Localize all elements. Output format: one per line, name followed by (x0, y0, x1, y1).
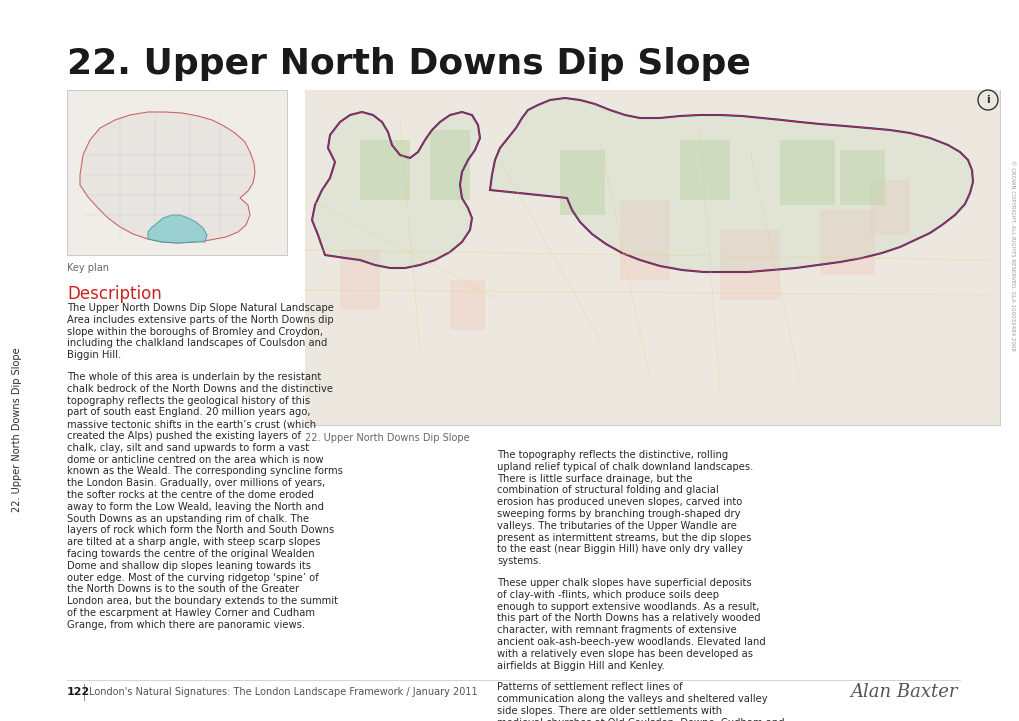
Polygon shape (148, 215, 207, 243)
Text: facing towards the centre of the original Wealden: facing towards the centre of the origina… (67, 549, 314, 559)
Text: outer edge. Most of the curving ridgetop ‘spine’ of: outer edge. Most of the curving ridgetop… (67, 572, 319, 583)
Text: South Downs as an upstanding rim of chalk. The: South Downs as an upstanding rim of chal… (67, 513, 309, 523)
Bar (780, 140, 835, 205)
Bar (305, 90, 999, 425)
Text: medieval churches at Old Coulsdon, Downe, Cudham and: medieval churches at Old Coulsdon, Downe… (496, 718, 784, 721)
Bar (620, 200, 669, 280)
Bar (819, 210, 874, 275)
Text: © CROWN COPYRIGHT. ALL RIGHTS RESERVED. GLA 100032484 2008: © CROWN COPYRIGHT. ALL RIGHTS RESERVED. … (1010, 159, 1015, 350)
Text: Description: Description (67, 285, 162, 303)
Text: to the east (near Biggin Hill) have only dry valley: to the east (near Biggin Hill) have only… (496, 544, 742, 554)
Text: of the escarpment at Hawley Corner and Cudham: of the escarpment at Hawley Corner and C… (67, 608, 315, 618)
Text: London's Natural Signatures: The London Landscape Framework / January 2011: London's Natural Signatures: The London … (89, 687, 477, 697)
Text: the North Downs is to the south of the Greater: the North Downs is to the south of the G… (67, 585, 299, 594)
Bar (360, 140, 410, 200)
Text: Area includes extensive parts of the North Downs dip: Area includes extensive parts of the Nor… (67, 315, 333, 324)
Text: are tilted at a sharp angle, with steep scarp slopes: are tilted at a sharp angle, with steep … (67, 537, 320, 547)
Text: layers of rock which form the North and South Downs: layers of rock which form the North and … (67, 526, 334, 536)
Text: known as the Weald. The corresponding syncline forms: known as the Weald. The corresponding sy… (67, 466, 342, 477)
Text: slope within the boroughs of Bromley and Croydon,: slope within the boroughs of Bromley and… (67, 327, 323, 337)
Text: the London Basin. Gradually, over millions of years,: the London Basin. Gradually, over millio… (67, 478, 325, 488)
Polygon shape (312, 112, 480, 268)
Text: the softer rocks at the centre of the dome eroded: the softer rocks at the centre of the do… (67, 490, 314, 500)
Text: chalk bedrock of the North Downs and the distinctive: chalk bedrock of the North Downs and the… (67, 384, 332, 394)
Bar (305, 90, 999, 425)
Text: chalk, clay, silt and sand upwards to form a vast: chalk, clay, silt and sand upwards to fo… (67, 443, 309, 453)
Text: of clay-with -flints, which produce soils deep: of clay-with -flints, which produce soil… (496, 590, 718, 600)
Text: airfields at Biggin Hill and Kenley.: airfields at Biggin Hill and Kenley. (496, 660, 664, 671)
Text: dome or anticline centred on the area which is now: dome or anticline centred on the area wh… (67, 455, 323, 464)
Text: present as intermittent streams, but the dip slopes: present as intermittent streams, but the… (496, 533, 751, 543)
Polygon shape (79, 112, 255, 243)
Text: London area, but the boundary extends to the summit: London area, but the boundary extends to… (67, 596, 337, 606)
Bar (680, 140, 730, 200)
Bar (719, 230, 780, 300)
Text: upland relief typical of chalk downland landscapes.: upland relief typical of chalk downland … (496, 461, 753, 472)
Polygon shape (489, 98, 972, 272)
Bar (559, 150, 604, 215)
Bar (869, 180, 909, 235)
Text: this part of the North Downs has a relatively wooded: this part of the North Downs has a relat… (496, 614, 760, 624)
Text: including the chalkland landscapes of Coulsdon and: including the chalkland landscapes of Co… (67, 338, 327, 348)
Text: i: i (985, 95, 988, 105)
Text: valleys. The tributaries of the Upper Wandle are: valleys. The tributaries of the Upper Wa… (496, 521, 736, 531)
Text: Alan Baxter: Alan Baxter (850, 683, 957, 701)
Bar (449, 280, 484, 330)
Text: sweeping forms by branching trough-shaped dry: sweeping forms by branching trough-shape… (496, 509, 740, 519)
Text: Biggin Hill.: Biggin Hill. (67, 350, 121, 360)
Text: erosion has produced uneven slopes, carved into: erosion has produced uneven slopes, carv… (496, 497, 742, 507)
Text: enough to support extensive woodlands. As a result,: enough to support extensive woodlands. A… (496, 601, 758, 611)
Text: character, with remnant fragments of extensive: character, with remnant fragments of ext… (496, 625, 736, 635)
Text: 122: 122 (67, 687, 90, 697)
Text: combination of structural folding and glacial: combination of structural folding and gl… (496, 485, 718, 495)
Text: systems.: systems. (496, 556, 541, 566)
Bar (67, 90, 286, 255)
Text: with a relatively even slope has been developed as: with a relatively even slope has been de… (496, 649, 752, 659)
Text: side slopes. There are older settlements with: side slopes. There are older settlements… (496, 706, 721, 716)
Text: 22. Upper North Downs Dip Slope: 22. Upper North Downs Dip Slope (67, 47, 750, 81)
Text: created the Alps) pushed the existing layers of: created the Alps) pushed the existing la… (67, 431, 301, 441)
Text: Patterns of settlement reflect lines of: Patterns of settlement reflect lines of (496, 682, 682, 692)
Text: away to form the Low Weald, leaving the North and: away to form the Low Weald, leaving the … (67, 502, 324, 512)
Text: 22. Upper North Downs Dip Slope: 22. Upper North Downs Dip Slope (305, 433, 469, 443)
Text: 22. Upper North Downs Dip Slope: 22. Upper North Downs Dip Slope (12, 348, 22, 513)
Text: ancient oak-ash-beech-yew woodlands. Elevated land: ancient oak-ash-beech-yew woodlands. Ele… (496, 637, 765, 647)
Text: Dome and shallow dip slopes leaning towards its: Dome and shallow dip slopes leaning towa… (67, 561, 311, 571)
Text: The whole of this area is underlain by the resistant: The whole of this area is underlain by t… (67, 372, 321, 382)
Text: communication along the valleys and sheltered valley: communication along the valleys and shel… (496, 694, 767, 704)
Bar (339, 250, 380, 310)
Text: massive tectonic shifts in the earth’s crust (which: massive tectonic shifts in the earth’s c… (67, 419, 316, 429)
Text: The topography reflects the distinctive, rolling: The topography reflects the distinctive,… (496, 450, 728, 460)
Bar (430, 130, 470, 200)
Text: Key plan: Key plan (67, 263, 109, 273)
Text: There is little surface drainage, but the: There is little surface drainage, but th… (496, 474, 692, 484)
Text: These upper chalk slopes have superficial deposits: These upper chalk slopes have superficia… (496, 578, 751, 588)
Text: Grange, from which there are panoramic views.: Grange, from which there are panoramic v… (67, 620, 305, 630)
Text: The Upper North Downs Dip Slope Natural Landscape: The Upper North Downs Dip Slope Natural … (67, 303, 333, 313)
Bar (840, 150, 884, 205)
Text: topography reflects the geological history of this: topography reflects the geological histo… (67, 396, 310, 406)
Text: part of south east England. 20 million years ago,: part of south east England. 20 million y… (67, 407, 310, 417)
